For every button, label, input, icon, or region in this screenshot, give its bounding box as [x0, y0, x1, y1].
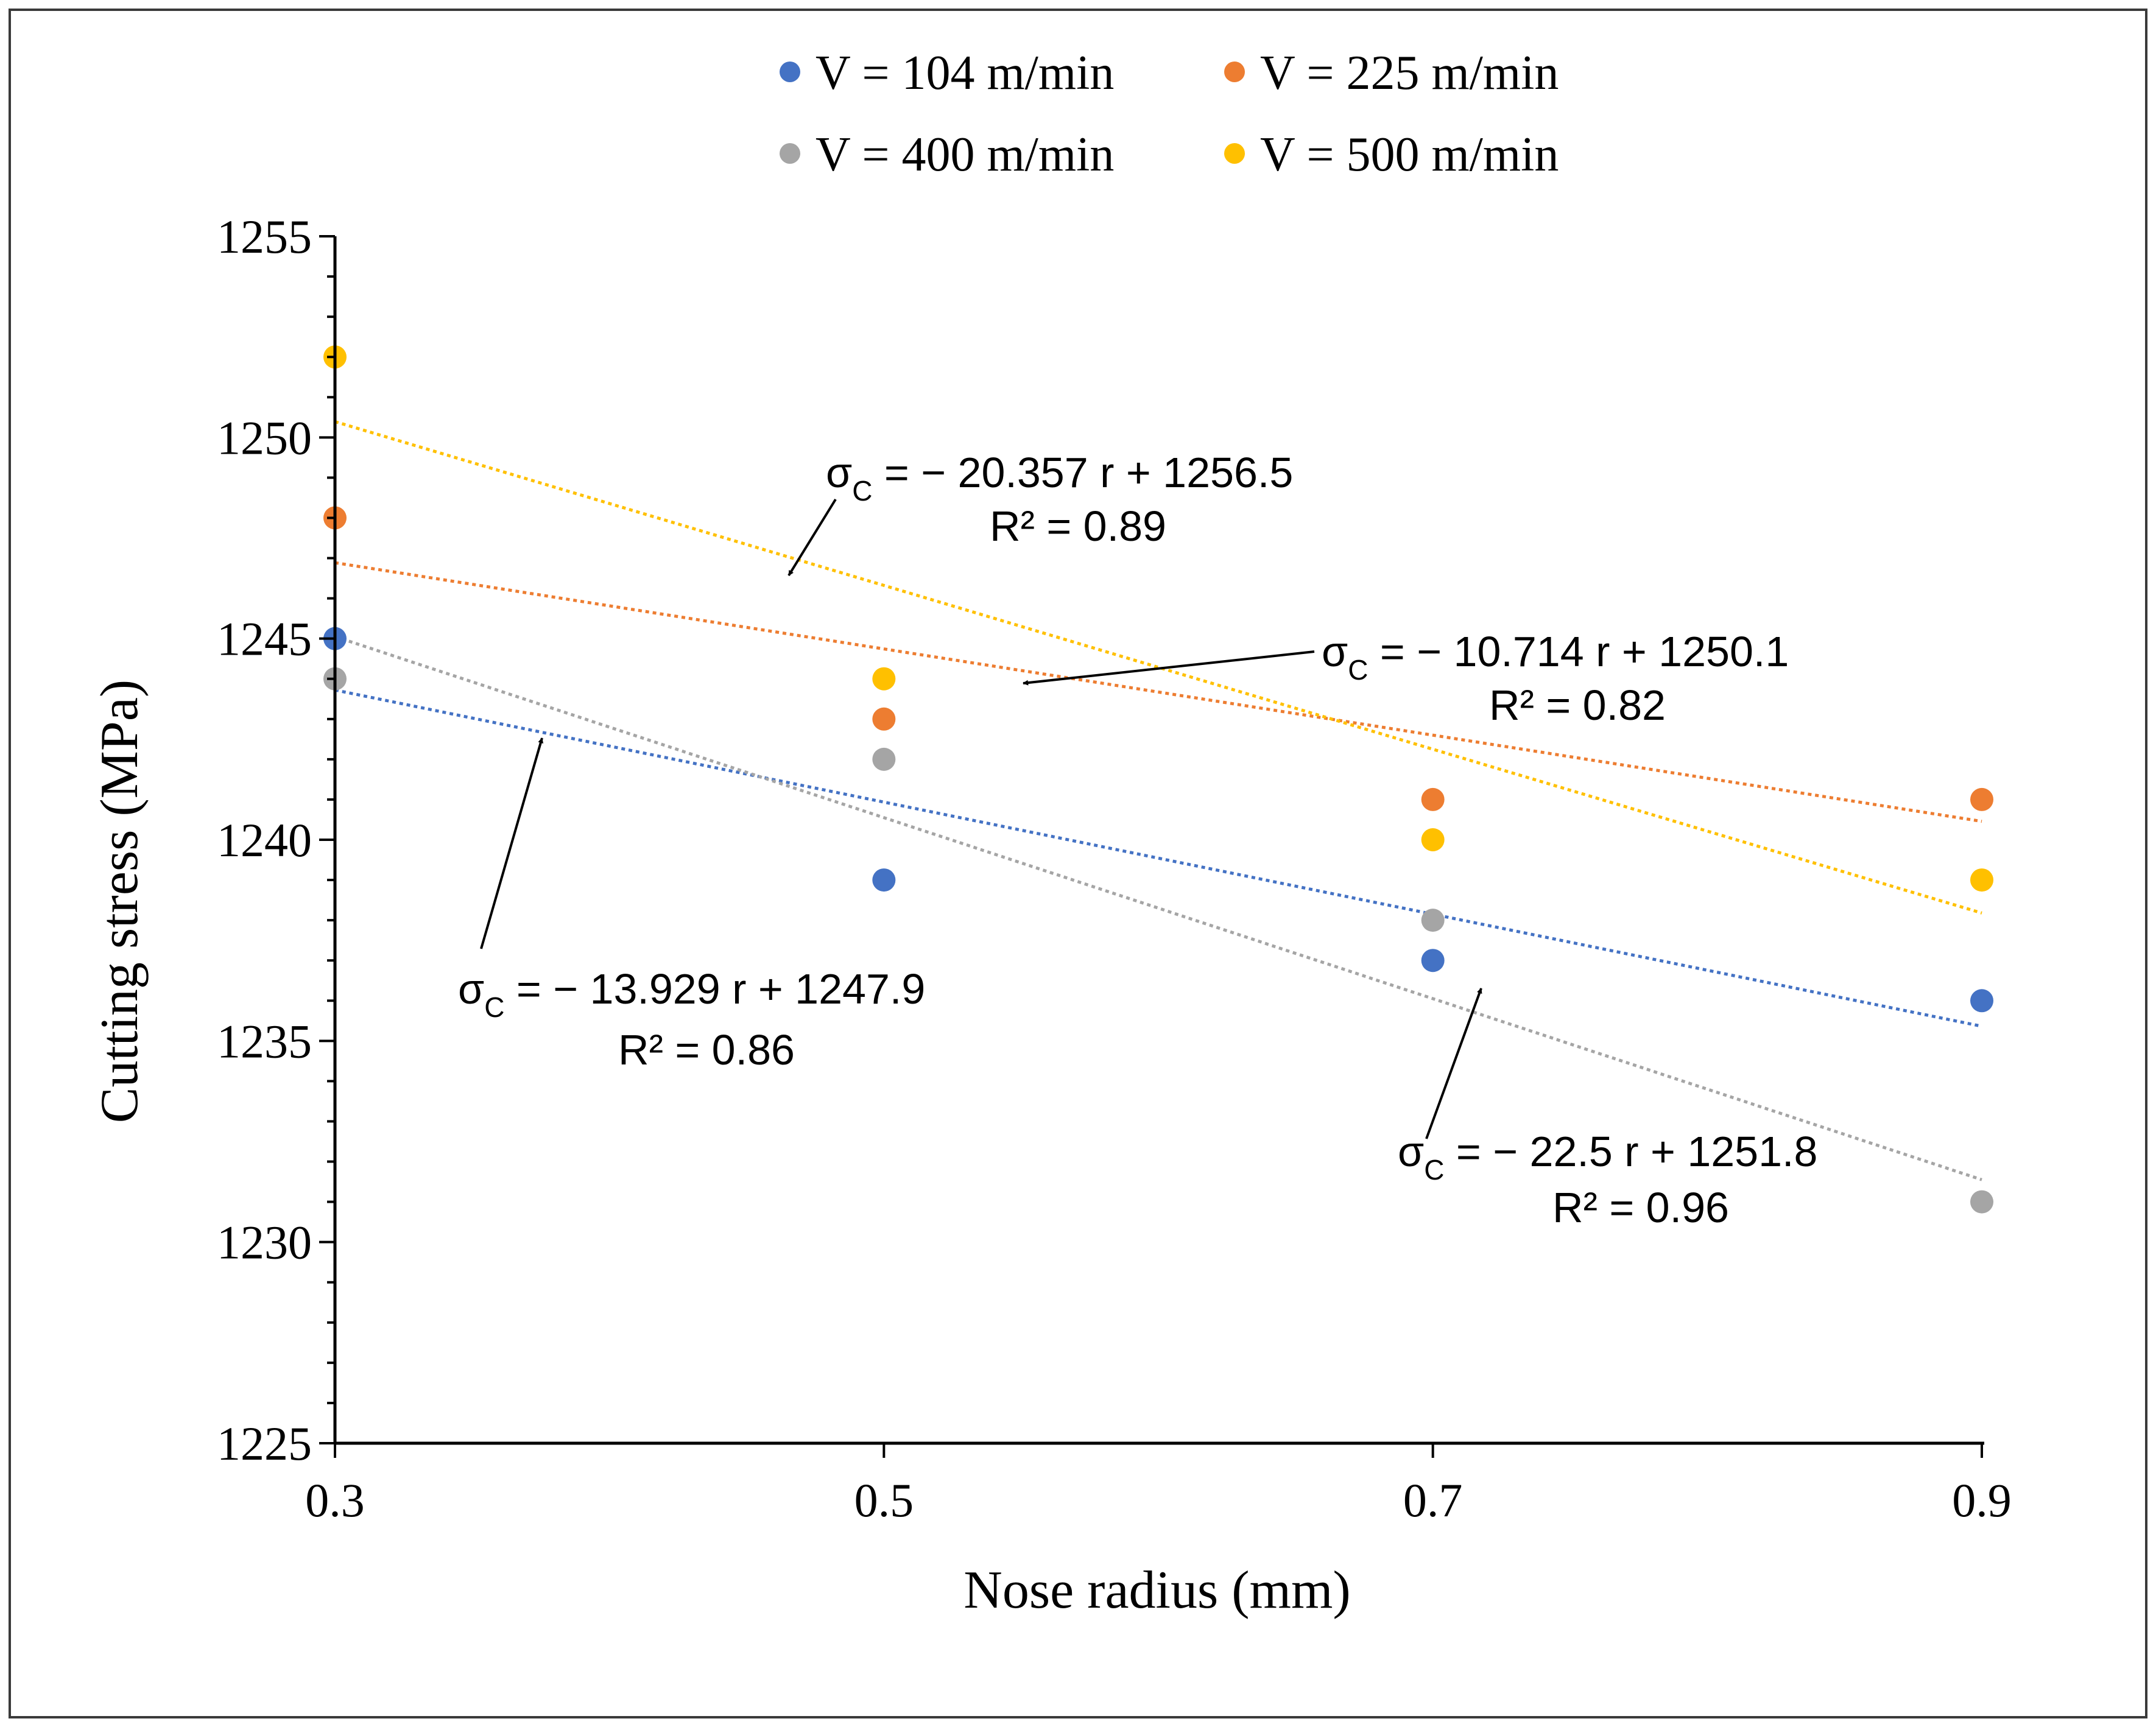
annotation-arrow-series-0: [480, 737, 544, 949]
equation-label-series-3: σC = − 20.357 r + 1256.5: [826, 449, 1293, 507]
sigma-subscript: C: [852, 475, 872, 507]
r-squared-label-series-1: R² = 0.82: [1489, 681, 1666, 729]
annotation-arrow-series-2: [1425, 988, 1482, 1139]
y-tick-label: 1225: [217, 1417, 312, 1470]
sigma-subscript: C: [1424, 1154, 1444, 1186]
equation-label-series-2: σC = − 22.5 r + 1251.8: [1398, 1128, 1817, 1186]
legend-marker-series-1: [1224, 62, 1245, 82]
equation-label-series-0: σC = − 13.929 r + 1247.9: [458, 965, 925, 1023]
equation-text: = − 22.5 r + 1251.8: [1444, 1128, 1817, 1175]
data-point-series-3-3: [1970, 868, 1993, 892]
annotation-arrow-series-3: [787, 498, 837, 577]
data-point-series-1-3: [1970, 787, 1993, 811]
equation-text: = − 20.357 r + 1256.5: [872, 449, 1293, 496]
y-axis-label: Cutting stress (MPa): [90, 680, 149, 1123]
r-squared-label-series-0: R² = 0.86: [618, 1026, 795, 1074]
equation-label-series-1: σC = − 10.714 r + 1250.1: [1322, 628, 1789, 686]
legend-label-series-0: V = 104 m/min: [816, 46, 1114, 100]
sigma-symbol: σ: [826, 449, 852, 496]
y-tick-label: 1255: [217, 210, 312, 263]
x-tick-label: 0.9: [1952, 1474, 2012, 1527]
legend: V = 104 m/min V = 225 m/min V = 400 m/min V…: [780, 46, 1559, 181]
data-point-series-3-2: [1421, 828, 1445, 851]
trendline-series-3: [334, 420, 1982, 915]
sigma-symbol: σ: [458, 965, 484, 1013]
x-tick-label: 0.3: [305, 1474, 365, 1527]
sigma-symbol: σ: [1322, 628, 1348, 675]
data-point-series-0-2: [1421, 949, 1445, 973]
legend-marker-series-3: [1224, 143, 1245, 164]
equation-text: = − 13.929 r + 1247.9: [504, 965, 925, 1013]
data-point-series-3-1: [872, 667, 896, 691]
chart-frame: [9, 9, 2147, 1718]
legend-label-series-2: V = 400 m/min: [816, 128, 1114, 181]
legend-label-series-3: V = 500 m/min: [1260, 128, 1559, 181]
equation-text: = − 10.714 r + 1250.1: [1368, 628, 1789, 675]
data-point-series-1-1: [872, 707, 896, 731]
x-axis-label: Nose radius (mm): [964, 1561, 1350, 1620]
legend-label-series-1: V = 225 m/min: [1260, 46, 1559, 100]
data-point-series-2-3: [1970, 1190, 1993, 1214]
y-tick-label: 1240: [217, 814, 312, 867]
y-tick-label: 1245: [217, 613, 312, 666]
sigma-subscript: C: [484, 991, 504, 1023]
x-tick-label: 0.7: [1403, 1474, 1463, 1527]
x-tick-label: 0.5: [854, 1474, 914, 1527]
data-point-series-2-1: [872, 747, 896, 771]
legend-marker-series-0: [780, 62, 800, 82]
y-tick-label: 1230: [217, 1216, 312, 1269]
r-squared-label-series-3: R² = 0.89: [990, 502, 1166, 550]
legend-marker-series-2: [780, 143, 800, 164]
y-tick-label: 1235: [217, 1015, 312, 1068]
data-point-series-0-1: [872, 868, 896, 892]
r-squared-label-series-2: R² = 0.96: [1552, 1184, 1729, 1231]
axes: 1225 1230 1235 1240 1245 1250 1255 0.3 0.5 0.7 0.9: [217, 210, 2012, 1527]
trendline-series-1: [334, 561, 1982, 823]
data-point-series-1-2: [1421, 787, 1445, 811]
trendlines: [334, 420, 1982, 1181]
sigma-symbol: σ: [1398, 1128, 1424, 1175]
trendline-series-0: [334, 688, 1982, 1028]
data-point-series-2-2: [1421, 909, 1445, 932]
y-tick-label: 1250: [217, 411, 312, 464]
sigma-subscript: C: [1348, 654, 1368, 686]
data-point-series-0-3: [1970, 989, 1993, 1013]
annotation-arrow-series-1: [1023, 650, 1315, 686]
data-points: [323, 345, 1993, 1214]
